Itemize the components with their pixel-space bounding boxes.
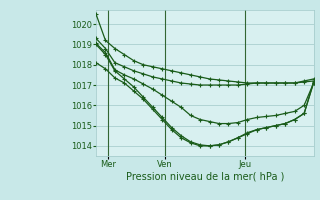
X-axis label: Pression niveau de la mer( hPa ): Pression niveau de la mer( hPa ) — [126, 172, 284, 182]
